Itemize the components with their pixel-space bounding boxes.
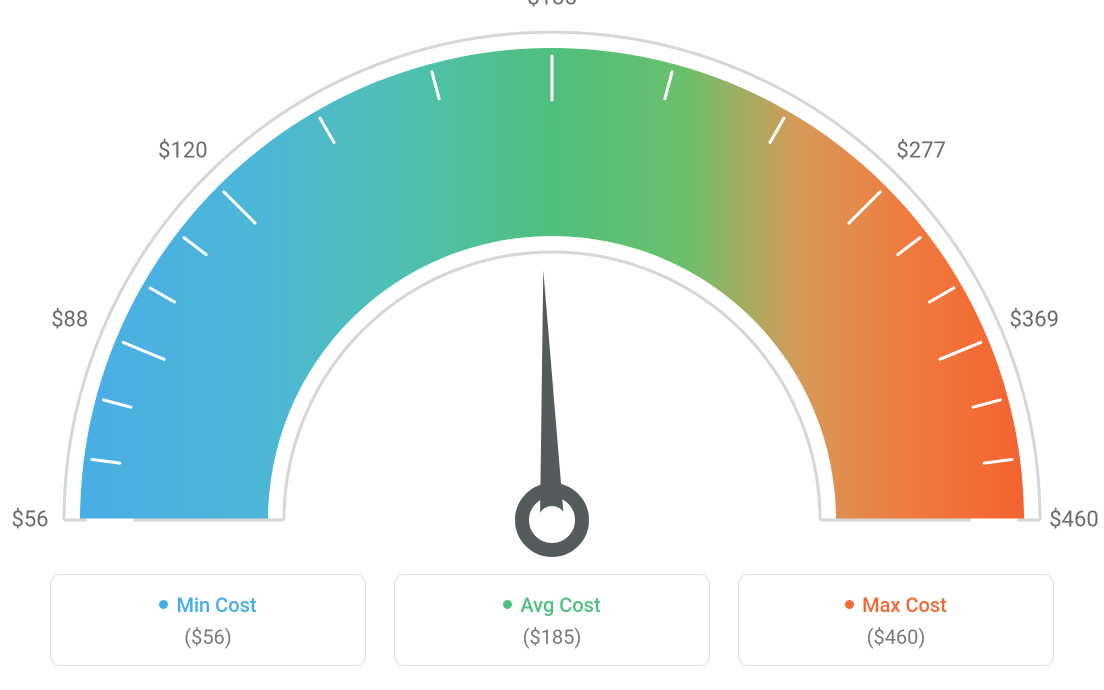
- gauge-svg: [0, 0, 1104, 560]
- legend-value-avg: ($185): [405, 625, 699, 649]
- legend-value-max: ($460): [749, 625, 1043, 649]
- legend-title-min: Min Cost: [61, 593, 355, 617]
- gauge-tick-label: $185: [527, 0, 576, 11]
- legend-value-min: ($56): [61, 625, 355, 649]
- legend-row: Min Cost ($56) Avg Cost ($185) Max Cost …: [50, 574, 1054, 666]
- legend-card-avg: Avg Cost ($185): [394, 574, 710, 666]
- legend-card-max: Max Cost ($460): [738, 574, 1054, 666]
- legend-card-min: Min Cost ($56): [50, 574, 366, 666]
- gauge-tick-label: $88: [51, 308, 88, 333]
- gauge-tick-label: $120: [158, 138, 207, 163]
- gauge-tick-label: $56: [11, 508, 48, 533]
- gauge-tick-label: $460: [1049, 508, 1098, 533]
- legend-title-avg: Avg Cost: [405, 593, 699, 617]
- legend-title-max: Max Cost: [749, 593, 1043, 617]
- gauge-tick-label: $277: [896, 138, 945, 163]
- gauge-tick-label: $369: [1010, 308, 1059, 333]
- cost-gauge: $56 $88 $120 $185 $277 $369 $460: [0, 0, 1104, 560]
